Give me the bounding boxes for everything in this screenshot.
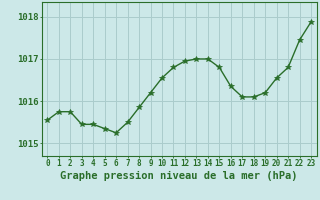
X-axis label: Graphe pression niveau de la mer (hPa): Graphe pression niveau de la mer (hPa) xyxy=(60,171,298,181)
